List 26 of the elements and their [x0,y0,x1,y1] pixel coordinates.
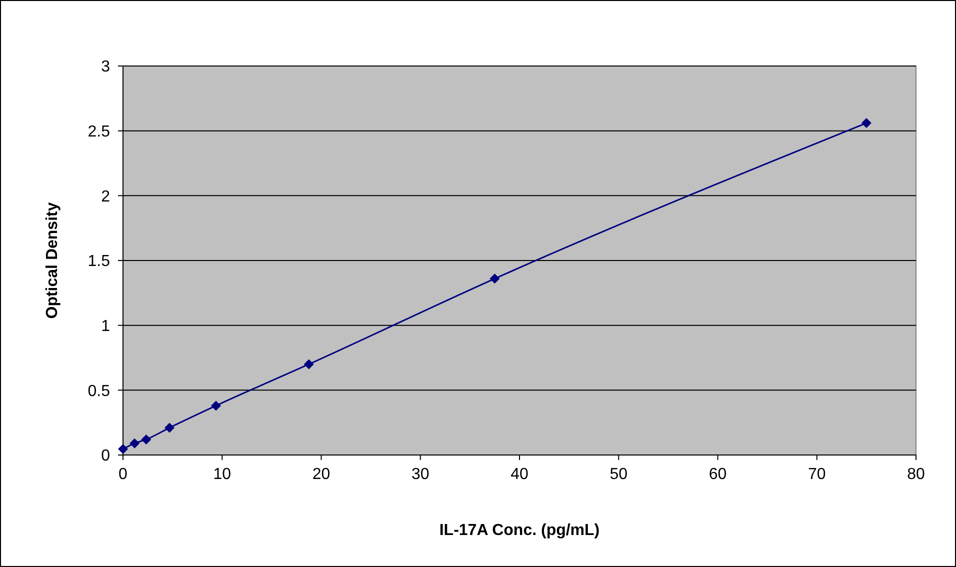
y-tick-label: 3 [101,58,110,76]
x-tick-label: 50 [610,466,628,483]
point [210,400,221,411]
x-tick-label: 30 [411,466,430,483]
x-tick-label: 70 [808,466,826,483]
y-tick-label: 1.5 [88,253,110,270]
x-tick-label: 20 [312,466,330,483]
x-tick-label: 40 [510,466,528,483]
y-tick-label: 2 [101,188,110,206]
x-tick-label: 0 [118,466,128,483]
point [118,444,128,454]
y-tick-label: 0.5 [88,382,110,400]
point [861,118,872,128]
point [304,359,314,370]
point [130,438,140,448]
point [164,422,174,433]
x-tick-label: 10 [213,466,232,483]
x-tick-label: 60 [708,466,727,483]
point [141,434,152,444]
x-axis-title: IL-17A Conc. (pg/mL) [439,522,600,539]
y-axis-title: Optical Density [44,202,61,319]
point [490,274,500,284]
x-tick-label: 80 [907,466,925,483]
y-tick-label: 1 [101,318,110,335]
y-tick-label: 0 [101,448,110,465]
y-tick-label: 2.5 [88,123,110,140]
